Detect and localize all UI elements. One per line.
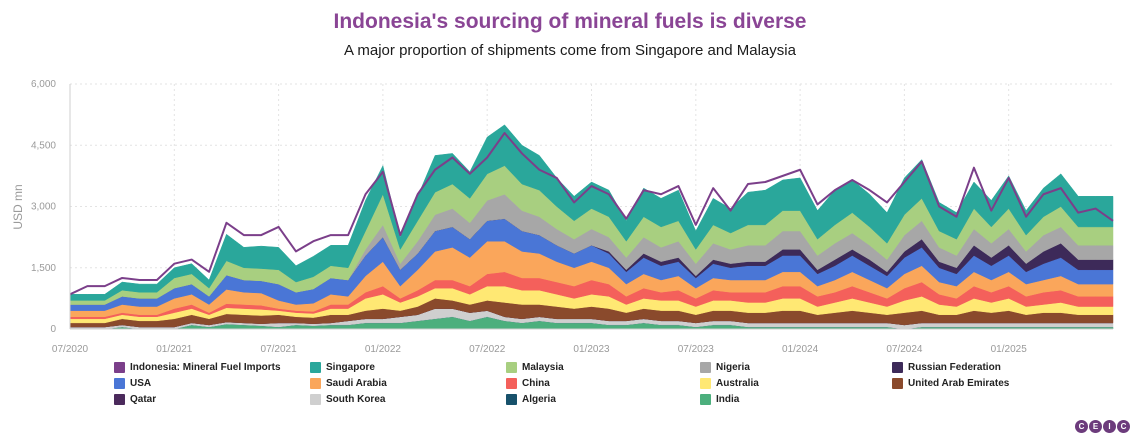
- legend-label: Australia: [716, 378, 759, 389]
- legend-swatch: [114, 394, 125, 405]
- legend-item[interactable]: South Korea: [310, 394, 385, 405]
- legend-label: Saudi Arabia: [326, 378, 387, 389]
- legend-swatch: [114, 378, 125, 389]
- legend-label: United Arab Emirates: [908, 378, 1010, 389]
- legend-swatch: [506, 378, 517, 389]
- legend-swatch: [700, 362, 711, 373]
- x-tick-label: 01/2023: [573, 344, 610, 355]
- x-tick-label: 07/2024: [886, 344, 923, 355]
- legend-swatch: [114, 362, 125, 373]
- y-tick-label: 6,000: [31, 79, 56, 90]
- legend-label: Indonesia: Mineral Fuel Imports: [130, 362, 281, 373]
- legend-label: South Korea: [326, 394, 386, 405]
- legend-swatch: [700, 378, 711, 389]
- x-tick-label: 07/2020: [52, 344, 89, 355]
- legend-item[interactable]: Saudi Arabia: [310, 378, 387, 389]
- legend-item[interactable]: Malaysia: [506, 362, 564, 373]
- legend-label: Russian Federation: [908, 362, 1001, 373]
- legend-label: Qatar: [130, 394, 157, 405]
- legend-label: Algeria: [522, 394, 556, 405]
- legend-item[interactable]: Singapore: [310, 362, 375, 373]
- legend-item[interactable]: Russian Federation: [892, 362, 1001, 373]
- legend-swatch: [892, 378, 903, 389]
- logo-letter: C: [1117, 420, 1130, 433]
- legend-label: Singapore: [326, 362, 375, 373]
- legend-swatch: [310, 378, 321, 389]
- legend-item[interactable]: USA: [114, 378, 151, 389]
- total-imports-line: [69, 132, 1114, 296]
- area-chart: 0 1,500 3,000 4,500 6,000 07/2020 01/2021 07/20…: [11, 79, 1114, 355]
- legend-item[interactable]: Australia: [700, 378, 759, 389]
- y-tick-label: 1,500: [31, 263, 56, 274]
- y-tick-label: 0: [50, 324, 56, 335]
- legend-label: Malaysia: [522, 362, 564, 373]
- logo-letter: C: [1075, 420, 1088, 433]
- legend-swatch: [506, 362, 517, 373]
- logo-letter: I: [1103, 420, 1116, 433]
- chart-subtitle: A major proportion of shipments come fro…: [344, 42, 796, 59]
- legend-item[interactable]: China: [506, 378, 550, 389]
- axes: 0 1,500 3,000 4,500 6,000 07/2020 01/2021 07/20…: [31, 79, 1113, 355]
- legend-swatch: [700, 394, 711, 405]
- x-tick-label: 01/2025: [991, 344, 1028, 355]
- x-tick-label: 01/2024: [782, 344, 819, 355]
- x-tick-label: 07/2021: [261, 344, 298, 355]
- legend-swatch: [892, 362, 903, 373]
- stacked-areas: [69, 124, 1114, 330]
- x-tick-label: 07/2023: [678, 344, 715, 355]
- y-tick-label: 4,500: [31, 140, 56, 151]
- y-axis-title: USD mn: [11, 184, 25, 229]
- legend-swatch: [506, 394, 517, 405]
- x-tick-label: 01/2021: [156, 344, 193, 355]
- logo-letter: E: [1089, 420, 1102, 433]
- chart-title: Indonesia's sourcing of mineral fuels is…: [333, 10, 807, 33]
- area-singapore: [69, 124, 1114, 301]
- total-line-layer: [69, 132, 1114, 296]
- legend-item[interactable]: India: [700, 394, 739, 405]
- y-tick-label: 3,000: [31, 202, 56, 213]
- legend-item[interactable]: Algeria: [506, 394, 556, 405]
- legend-label: India: [716, 394, 740, 405]
- legend-label: China: [522, 378, 550, 389]
- legend-label: USA: [130, 378, 152, 389]
- legend-item[interactable]: Nigeria: [700, 362, 750, 373]
- legend-item[interactable]: United Arab Emirates: [892, 378, 1009, 389]
- legend-swatch: [310, 394, 321, 405]
- x-tick-label: 01/2022: [365, 344, 402, 355]
- legend-label: Nigeria: [716, 362, 750, 373]
- legend-item[interactable]: Indonesia: Mineral Fuel Imports: [114, 362, 281, 373]
- legend-item[interactable]: Qatar: [114, 394, 156, 405]
- legend-swatch: [310, 362, 321, 373]
- x-tick-label: 07/2022: [469, 344, 506, 355]
